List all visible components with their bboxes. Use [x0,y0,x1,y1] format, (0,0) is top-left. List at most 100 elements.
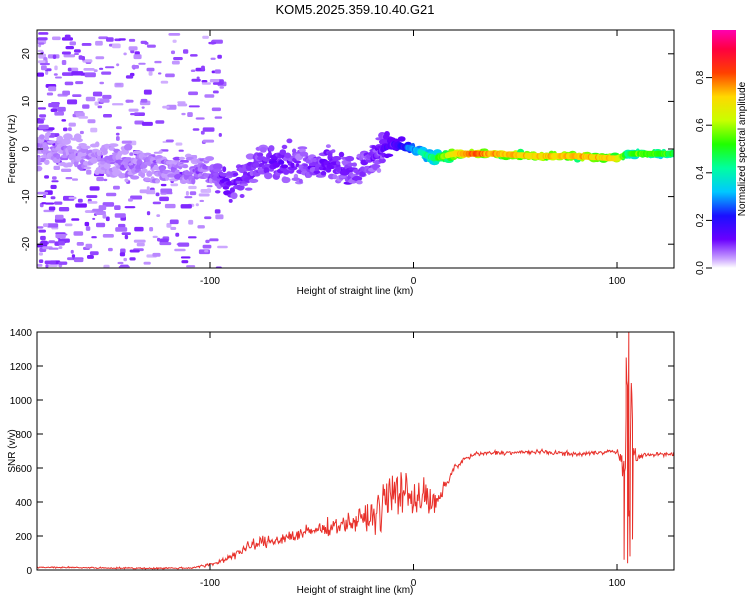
spectrogram-noise-blob [62,90,70,96]
spectrogram-cell [42,142,48,148]
spectrogram-noise-blob [85,226,91,231]
spectrogram-noise-blob [38,42,45,45]
spectrogram-cell [124,178,129,183]
spectrogram-cell [56,154,61,160]
spectrogram-cell [66,162,73,168]
spectrogram-cell [378,157,386,164]
spectrogram-cell [75,138,83,143]
spectrogram-noise-blob [106,37,114,42]
spectrogram-cell [279,149,287,156]
spectrogram-noise-blob [174,248,186,252]
spectrogram-noise-blob [146,186,150,191]
spectrogram-noise-blob [204,250,209,253]
spectrogram-noise-blob [75,112,85,117]
spectrogram-noise-blob [38,259,44,263]
colorbar-ticks: 0.0 0.2 0.4 0.6 0.8 [695,70,712,275]
spectrogram-noise-blob [217,245,228,249]
snr-y-ticklabel: 1200 [10,362,33,373]
spectrogram-noise-blob [51,180,59,183]
spectrogram-noise-blob [85,243,93,249]
spectrogram-noise-blob [129,257,136,261]
spectrogram-y-ticklabel: -10 [21,189,32,204]
spectrogram-noise-blob [140,98,148,103]
snr-y-ticklabel: 1000 [10,396,33,407]
spectrogram-noise-blob [86,169,92,175]
spectrogram-cell [353,175,363,182]
spectrogram-cell [108,143,119,148]
spectrogram-noise-blob [86,195,98,198]
spectrogram-noise-blob [54,111,64,116]
spectrogram-cell [191,177,196,185]
spectrogram-cell [222,166,227,173]
spectrogram-cell [298,178,303,184]
spectrogram-noise-blob [190,69,196,72]
spectrogram-noise-blob [214,209,221,214]
spectrogram-noise-blob [114,205,121,210]
spectrogram-noise-blob [165,73,175,78]
spectrogram-cell [214,190,221,194]
spectrogram-noise-blob [120,248,126,254]
spectrogram-noise-blob [214,69,221,74]
spectrogram-cell [272,162,280,168]
spectrogram-noise-blob [206,188,211,193]
spectrogram-noise-blob [188,105,200,108]
spectrogram-noise-blob [67,67,72,72]
spectrogram-noise-blob [115,227,128,232]
spectrogram-noise-blob [177,101,186,104]
spectrogram-noise-blob [57,106,66,112]
spectrogram-noise-blob [177,242,190,247]
spectrogram-noise-blob [138,62,146,65]
spectrogram-cell [345,155,355,162]
snr-y-ticklabel: 1400 [10,328,33,339]
spectrogram-noise-blob [118,38,126,41]
spectrogram-cell [286,138,293,144]
spectrogram-noise-blob [136,242,145,247]
spectrogram-noise-blob [118,223,126,228]
spectrogram-noise-blob [208,41,217,45]
spectrogram-noise-blob [75,81,84,85]
spectrogram-noise-blob [102,234,114,238]
spectrogram-noise-blob [37,107,46,110]
spectrogram-noise-blob [128,46,138,51]
spectrogram-noise-blob [214,116,223,119]
spectrogram-noise-blob [201,80,208,83]
spectrogram-noise-blob [83,68,95,71]
spectrogram-noise-blob [39,114,47,118]
spectrogram-noise-blob [133,54,142,60]
spectrogram-cell [239,194,245,198]
spectrogram-x-ticks: -100 0 100 [200,30,626,287]
spectrogram-noise-blob [106,192,117,197]
spectrogram-noise-blob [47,223,59,228]
spectrogram-noise-blob [130,195,143,200]
spectrogram-noise-blob [87,255,94,259]
spectrogram-noise-blob [48,240,56,244]
spectrogram-cell [293,160,302,164]
spectrogram-noise-blob [159,196,169,202]
spectrogram-noise-blob [185,191,189,196]
spectrogram-noise-blob [103,264,110,268]
spectrogram-cell [239,183,249,187]
spectrogram-noise-blob [159,242,172,246]
spectrogram-noise-blob [77,198,83,203]
spectrogram-noise-blob [69,41,76,46]
spectrogram-cell [281,144,288,150]
spectrogram-cell [376,168,382,173]
spectrogram-noise-blob [38,252,43,256]
spectrogram-noise-blob [71,71,84,76]
spectrogram-cell [125,157,131,161]
spectrogram-noise-blob [166,104,177,110]
spectrogram-noise-blob [195,117,205,120]
spectrogram-cell [158,150,163,154]
spectrogram-noise-blob [84,72,96,78]
spectrogram-ridge [670,150,674,157]
spectrogram-cell [281,176,291,184]
spectrogram-cell [384,153,394,157]
spectrogram-noise-blob [143,89,152,95]
spectrogram-x-ticklabel: 100 [609,276,626,287]
spectrogram-noise-blob [188,91,198,96]
spectrogram-cell [291,177,301,181]
spectrogram-cell [155,179,160,184]
spectrogram-cell [66,145,73,151]
spectrogram-noise-blob [92,91,103,97]
spectrogram-noise-blob [125,75,134,79]
